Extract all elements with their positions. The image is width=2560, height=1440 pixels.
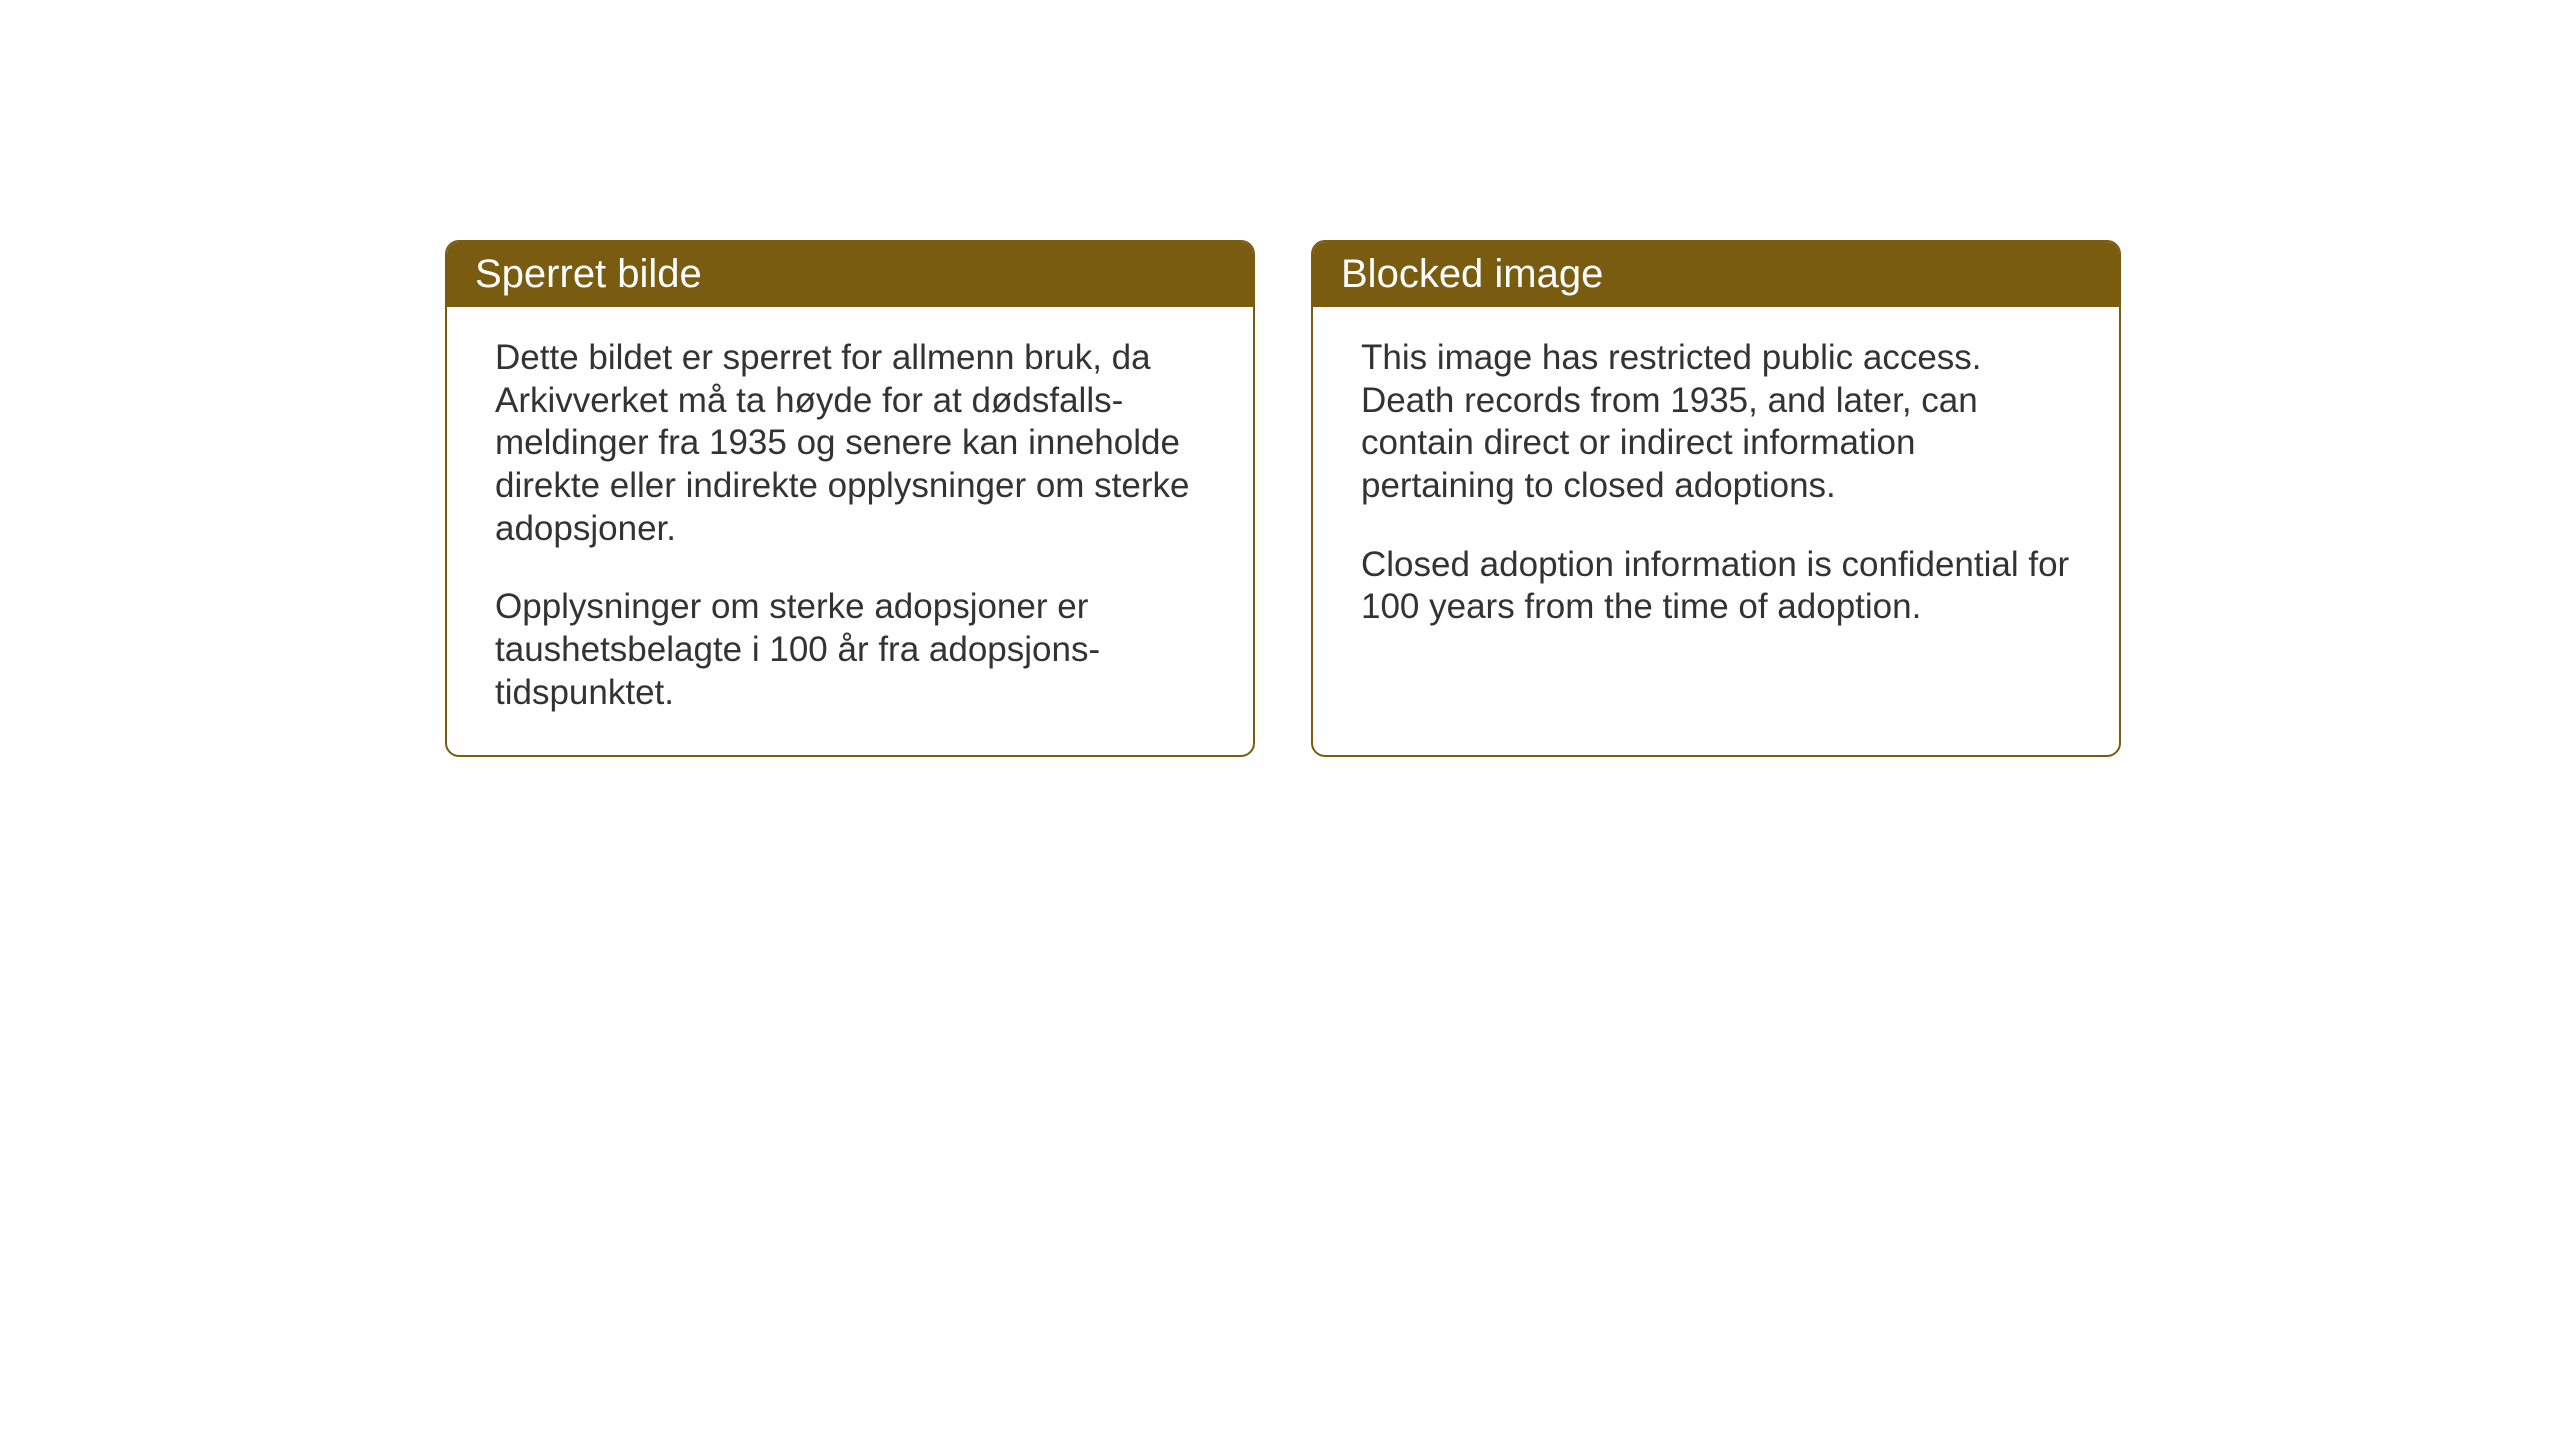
card-english: Blocked image This image has restricted …	[1311, 240, 2121, 757]
paragraph-2-norwegian: Opplysninger om sterke adopsjoner er tau…	[495, 586, 1205, 714]
paragraph-2-english: Closed adoption information is confident…	[1361, 544, 2071, 629]
card-title-norwegian: Sperret bilde	[447, 242, 1253, 307]
card-title-english: Blocked image	[1313, 242, 2119, 307]
paragraph-1-norwegian: Dette bildet er sperret for allmenn bruk…	[495, 337, 1205, 550]
card-norwegian: Sperret bilde Dette bildet er sperret fo…	[445, 240, 1255, 757]
card-body-norwegian: Dette bildet er sperret for allmenn bruk…	[447, 307, 1253, 755]
paragraph-1-english: This image has restricted public access.…	[1361, 337, 2071, 508]
card-body-english: This image has restricted public access.…	[1313, 307, 2119, 669]
card-container: Sperret bilde Dette bildet er sperret fo…	[445, 240, 2121, 757]
